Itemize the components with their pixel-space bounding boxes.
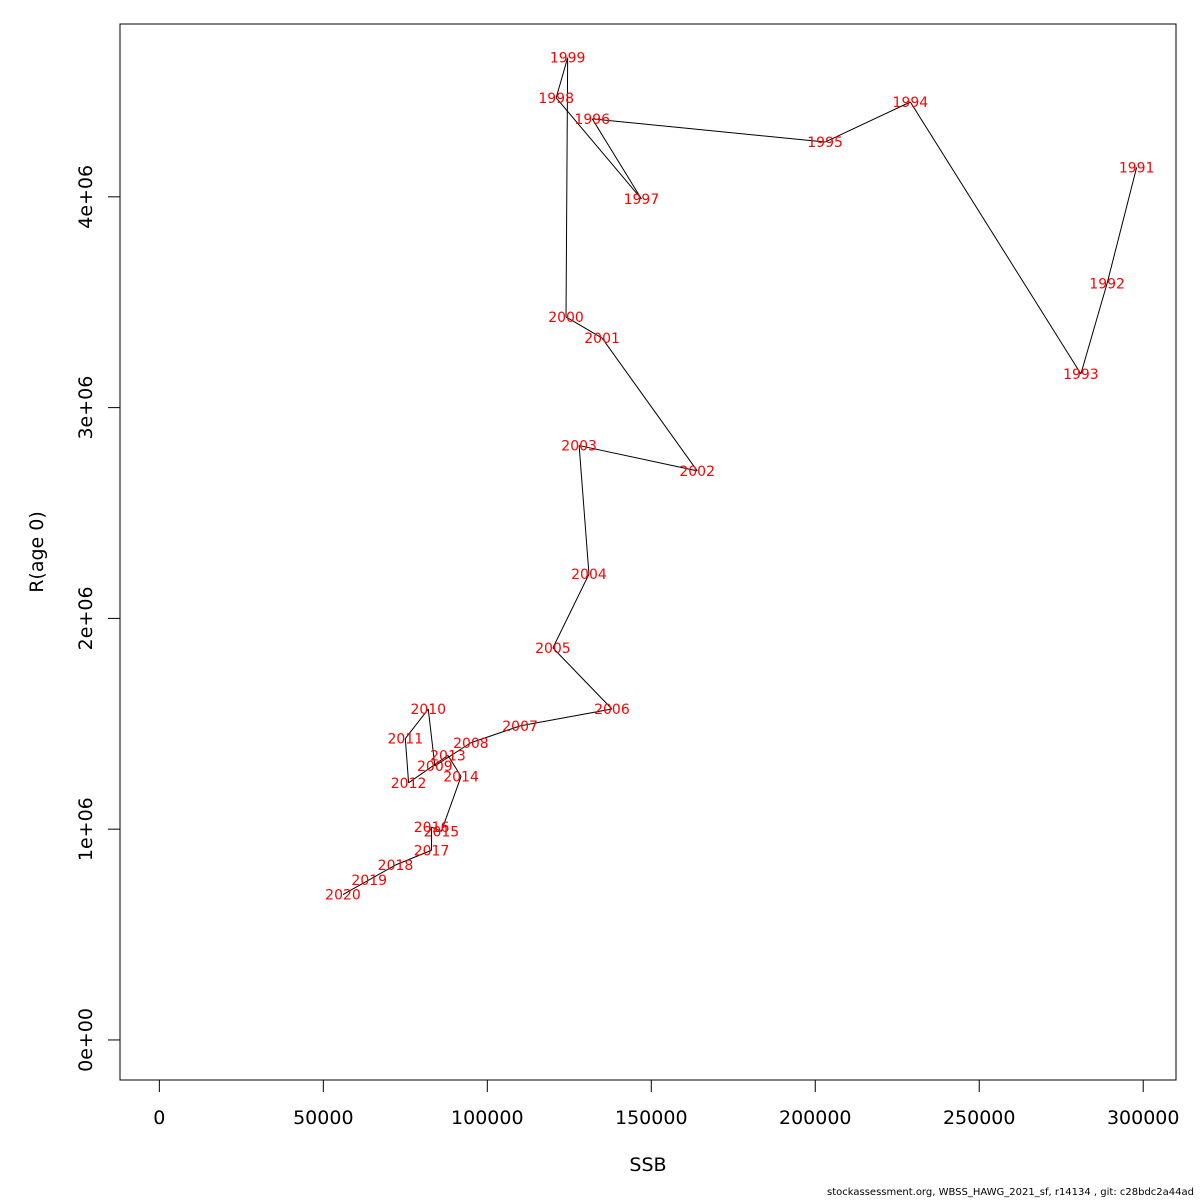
year-label-1997: 1997 [624,192,660,208]
year-label-2003: 2003 [561,439,597,455]
trajectory-segment [404,708,429,739]
x-tick-label: 100000 [451,1107,524,1129]
year-label-2011: 2011 [387,732,423,748]
trajectory-segment [579,445,698,472]
year-label-2013: 2013 [430,748,466,764]
year-label-1999: 1999 [550,51,586,67]
year-label-2014: 2014 [443,769,479,785]
trajectory-segment [601,337,698,472]
year-label-1991: 1991 [1119,160,1155,176]
trajectory-segment [434,742,472,767]
y-tick-label: 3e+06 [75,376,97,440]
year-label-2010: 2010 [410,702,446,718]
year-label-2015: 2015 [424,824,460,840]
trajectory-segment [520,708,613,727]
year-label-2020: 2020 [325,888,361,904]
trajectory-segment [440,776,462,832]
trajectory-segment [1080,283,1108,375]
year-label-1994: 1994 [893,95,929,111]
year-label-2004: 2004 [571,567,607,583]
y-tick-label: 0e+00 [75,1008,97,1072]
footer-credit: stockassessment.org, WBSS_HAWG_2021_sf, … [827,1187,1194,1198]
year-label-2017: 2017 [414,843,450,859]
year-label-2000: 2000 [548,310,584,326]
y-tick-label: 4e+06 [75,165,97,229]
x-tick-label: 300000 [1107,1107,1180,1129]
trajectory-segment [404,738,410,783]
year-label-2002: 2002 [679,464,715,480]
year-label-layer: 1991 1992 1993 1994 1995 1996 1997 1998 1999 2000… [325,51,1154,904]
year-label-1996: 1996 [574,112,610,128]
year-label-2019: 2019 [351,873,387,889]
plot-frame [119,23,1177,1081]
x-tick-label: 200000 [779,1107,852,1129]
x-axis-title: SSB [629,1154,666,1176]
trajectory-segment [591,118,642,200]
year-label-2016: 2016 [414,820,450,836]
trajectory-segment [342,879,370,895]
trajectory-segment [431,826,442,832]
trajectory-segment [395,849,432,866]
x-axis: 0 50000 100000 150000 200000 250000 300000 [153,1079,1180,1129]
year-label-2008: 2008 [453,736,489,752]
trajectory-segment [555,97,642,200]
year-label-2012: 2012 [391,776,427,792]
y-tick-label: 1e+06 [75,797,97,861]
year-label-2018: 2018 [378,858,414,874]
trajectory-segment [1106,167,1138,284]
trajectory-segment [592,118,826,143]
year-label-2009: 2009 [417,759,453,775]
y-axis-title: R(age 0) [26,511,48,593]
y-axis: 0e+00 1e+06 2e+06 3e+06 4e+06 [75,165,121,1072]
year-label-2005: 2005 [535,641,571,657]
x-tick-label: 250000 [943,1107,1016,1129]
year-label-1993: 1993 [1063,367,1099,383]
trajectory-segment [909,101,1082,375]
trajectory-segment [565,316,603,339]
trajectory-segment [565,57,569,317]
x-tick-label: 0 [153,1107,165,1129]
year-label-1995: 1995 [807,135,843,151]
trajectory-segment [368,864,396,881]
trajectory-segment [470,725,521,744]
x-tick-label: 50000 [293,1107,353,1129]
series-layer [342,57,1138,895]
trajectory-segment [427,708,436,766]
year-label-2007: 2007 [502,719,538,735]
year-label-1992: 1992 [1089,276,1125,292]
trajectory-segment [578,445,590,575]
year-label-2001: 2001 [584,331,620,347]
y-tick-label: 2e+06 [75,586,97,650]
x-tick-label: 150000 [615,1107,688,1129]
year-label-2006: 2006 [594,702,630,718]
trajectory-segment [447,755,462,777]
trajectory-segment [408,754,449,784]
trajectory-segment [555,57,569,98]
trajectory-segment [552,573,590,649]
year-label-1998: 1998 [538,91,574,107]
trajectory-segment [552,647,613,710]
trajectory-segment [824,101,911,143]
